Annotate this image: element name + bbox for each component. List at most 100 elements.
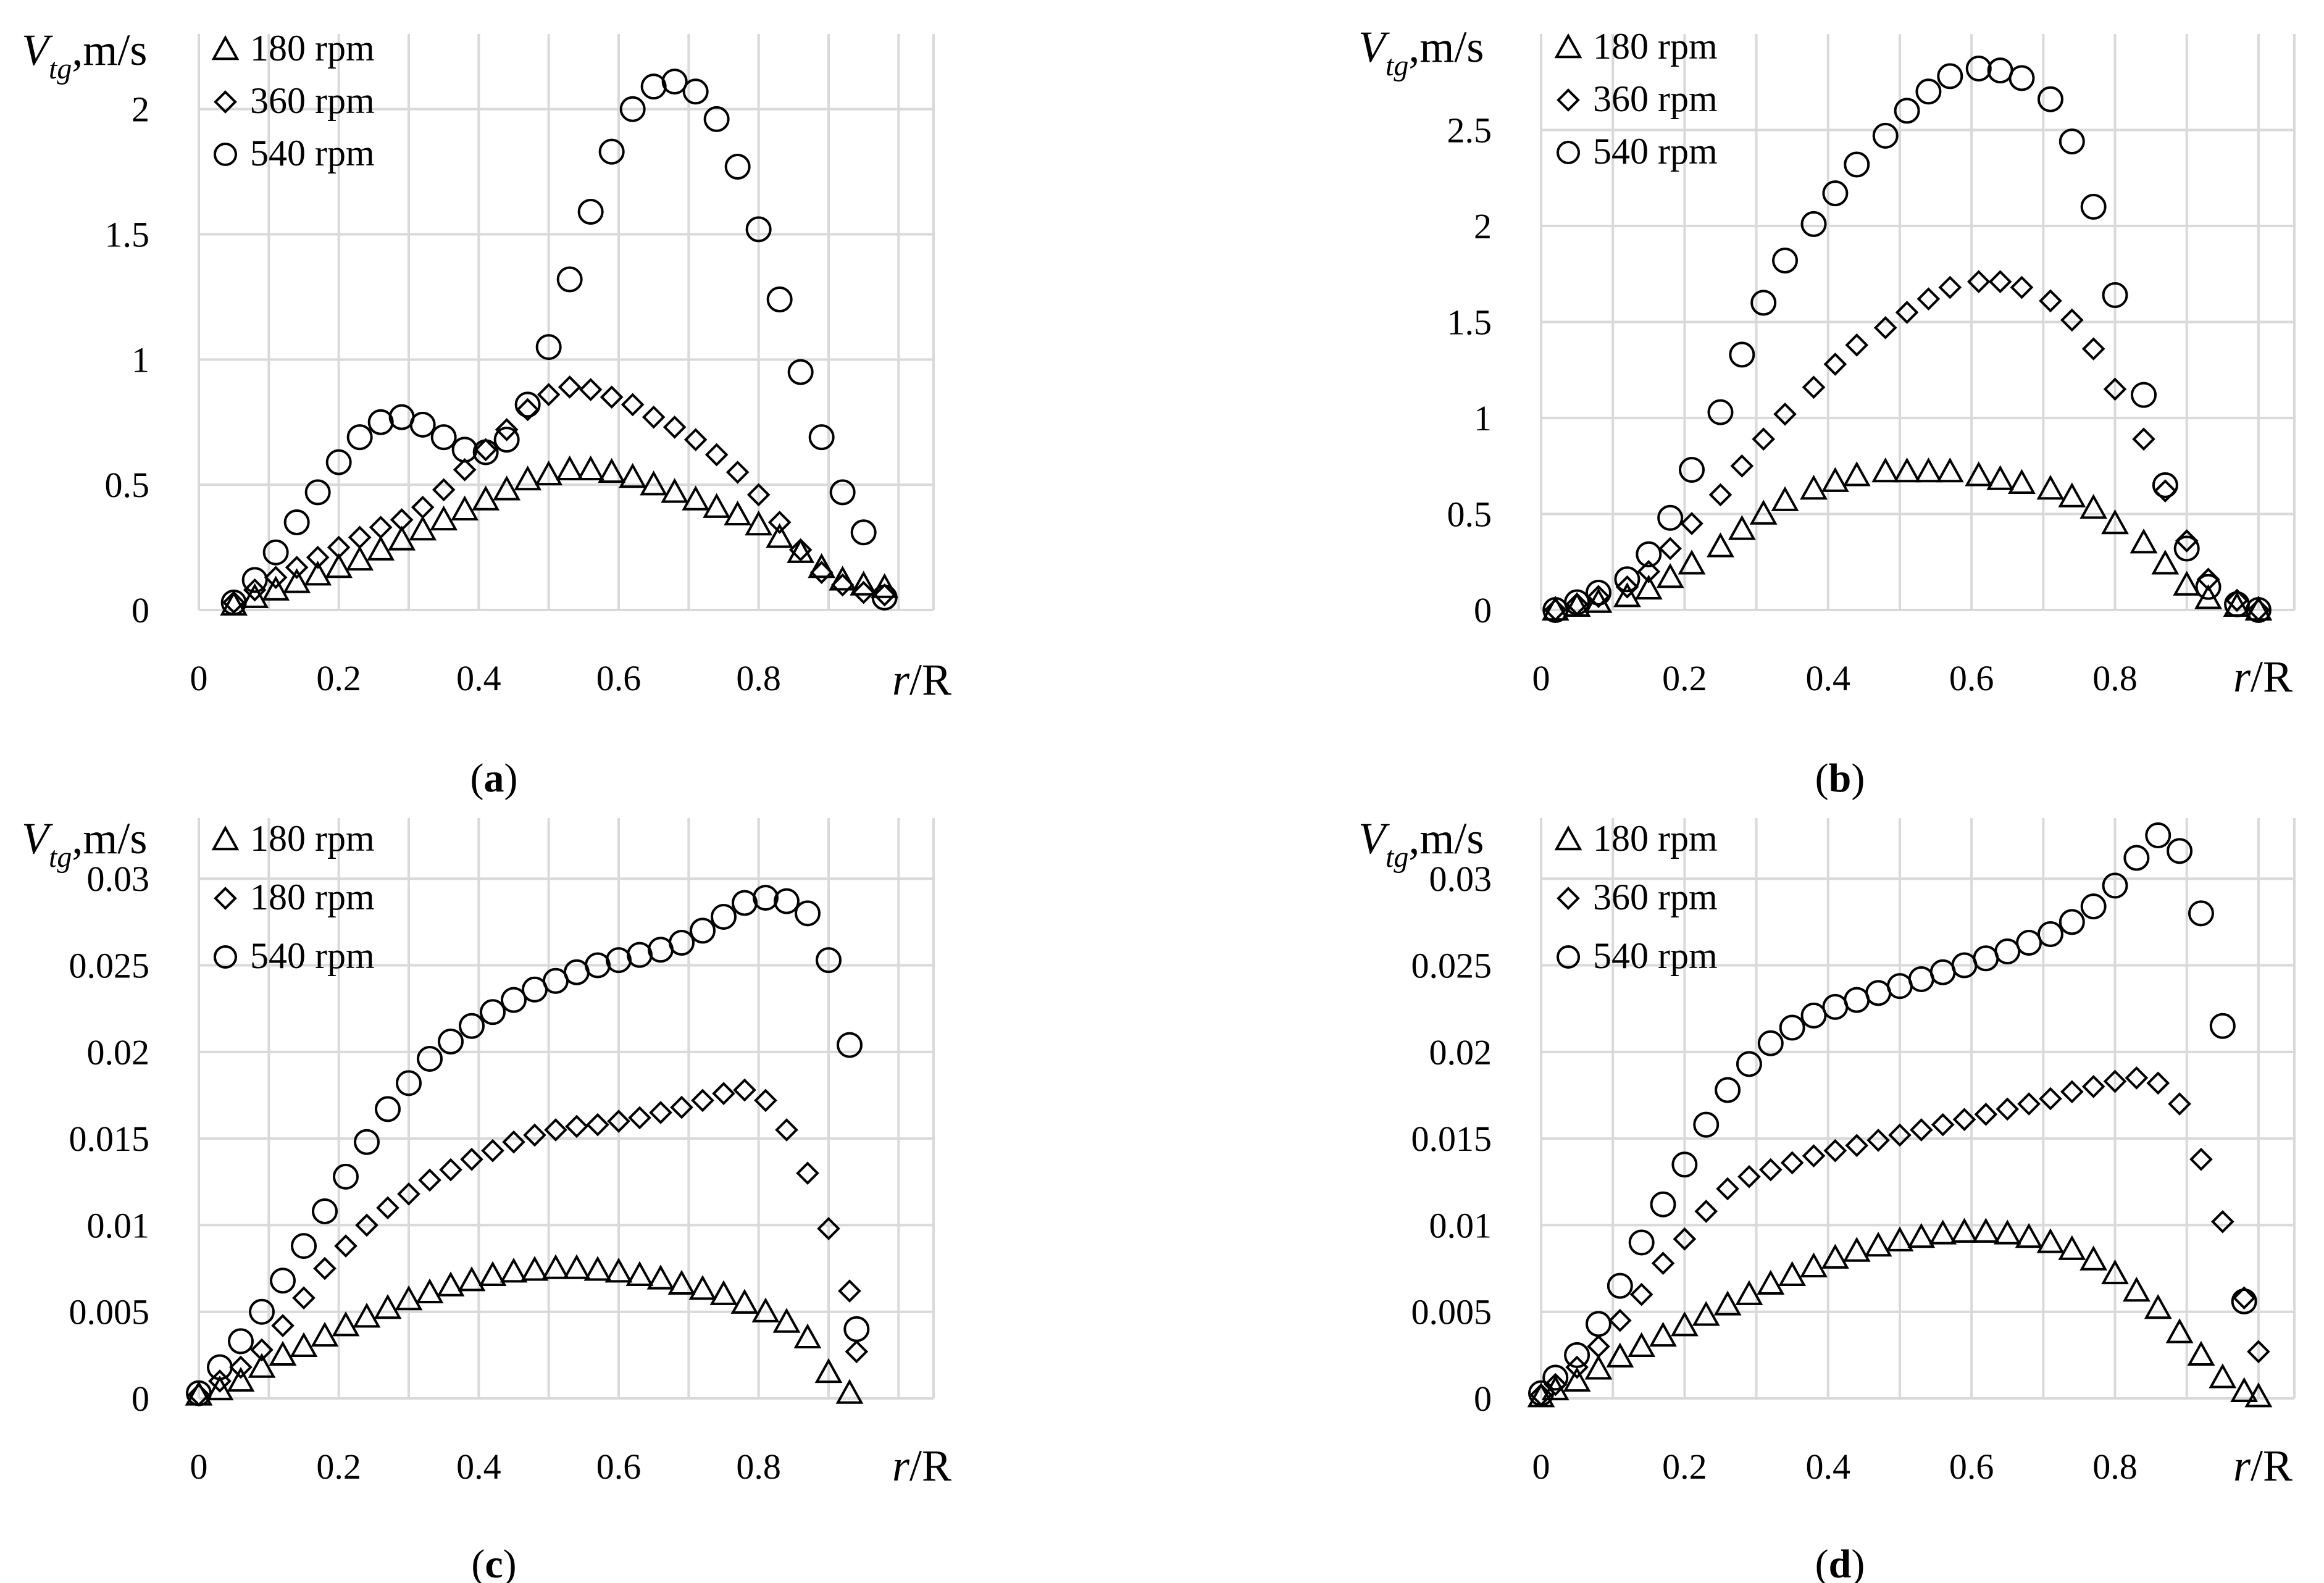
data-point [732, 890, 758, 916]
data-point [2102, 282, 2128, 308]
data-point [2039, 1087, 2062, 1111]
data-point [333, 1163, 359, 1190]
x-axis-label: r/R [2233, 1441, 2293, 1490]
data-point [1929, 959, 1956, 985]
data-point [1986, 465, 2015, 490]
data-point [1692, 1301, 1720, 1326]
data-point [348, 525, 372, 549]
data-point [1952, 1108, 1976, 1132]
y-axis-label-subscript: tg [1386, 49, 1408, 82]
data-point [808, 553, 836, 578]
data-point [502, 1130, 525, 1154]
data-point [1864, 1231, 1892, 1257]
data-point [2152, 472, 2178, 498]
data-point [2173, 535, 2200, 562]
data-point [499, 1258, 528, 1283]
y-axis-label-unit: ,m/s [72, 814, 147, 863]
legend-item: 180 rpm [211, 28, 375, 69]
data-point [1730, 454, 1754, 478]
x-tick-label: 0 [1532, 658, 1550, 698]
data-point [493, 427, 520, 453]
data-point [1931, 1113, 1955, 1137]
legend-marker-circle-icon [214, 945, 237, 969]
data-point [753, 885, 779, 911]
data-point [1606, 1342, 1634, 1368]
data-point [682, 78, 709, 105]
data-point [1671, 1151, 1698, 1178]
data-point [2130, 528, 2158, 554]
data-point [600, 385, 624, 409]
data-point [2103, 377, 2127, 401]
tick-labels: 0 0.005 0.01 0.015 0.02 0.025 0.03 0 0.2 0.4 0.6 0.… [69, 859, 781, 1487]
data-point [432, 478, 456, 502]
data-point [2225, 588, 2249, 612]
data-point [395, 1285, 423, 1311]
data-point [285, 556, 309, 579]
data-point [703, 493, 731, 518]
data-point [1614, 566, 1641, 593]
data-point [1779, 1014, 1805, 1041]
data-point [311, 1321, 339, 1347]
legend-item: 180 rpm [214, 877, 375, 917]
data-point [2154, 479, 2177, 503]
data-point [663, 416, 687, 439]
data-point [872, 583, 897, 607]
y-axis-label-subscript: tg [1386, 841, 1408, 874]
data-point [640, 73, 667, 100]
data-point [829, 479, 856, 506]
data-points [1541, 55, 2273, 623]
data-point [2058, 1235, 2086, 1260]
data-point [711, 903, 737, 930]
data-point [2059, 909, 2085, 935]
data-point [1729, 341, 1755, 368]
y-tick-label: 1 [1474, 398, 1492, 438]
data-point [346, 424, 373, 451]
y-tick-label: 1.5 [105, 215, 150, 255]
data-point [262, 539, 289, 566]
data-point [2102, 872, 2128, 899]
data-point [1629, 1282, 1653, 1306]
y-axis-label-unit: ,m/s [1408, 814, 1484, 863]
data-point [1656, 563, 1684, 588]
data-point [353, 1303, 381, 1328]
data-point [809, 561, 834, 584]
data-point [411, 495, 435, 519]
gridlines [1540, 818, 2296, 1400]
data-point [649, 1101, 672, 1124]
data-point [1736, 1051, 1762, 1077]
y-tick-label: 0.03 [1429, 859, 1492, 899]
y-tick-label: 0 [1474, 590, 1492, 630]
data-point [1873, 316, 1897, 340]
data-point [1823, 1138, 1847, 1163]
data-point [241, 583, 269, 608]
data-point [2231, 1288, 2257, 1314]
data-point [2101, 1259, 2129, 1285]
data-point [2125, 1066, 2149, 1090]
data-point [243, 578, 267, 602]
data-point [2245, 597, 2272, 623]
data-point [751, 1297, 780, 1322]
y-axis-label-v: V [22, 814, 53, 863]
data-point [1716, 1177, 1739, 1201]
data-point [1585, 580, 1611, 606]
x-tick-label: 0.8 [2092, 1447, 2138, 1487]
data-point [745, 216, 772, 243]
data-point [2036, 474, 2065, 500]
legend-item: 360 rpm [1557, 877, 1718, 917]
data-point [1866, 1129, 1890, 1152]
x-tick-label: 0.2 [316, 658, 361, 698]
data-point [1845, 333, 1869, 357]
data-point [556, 455, 584, 481]
data-point [1679, 456, 1705, 483]
data-point [627, 942, 653, 968]
data-point [1994, 938, 2021, 965]
legend-label: 180 rpm [250, 28, 375, 69]
data-point [1544, 598, 1568, 622]
data-point [1938, 275, 1962, 299]
data-point [523, 1123, 546, 1147]
data-point [565, 1114, 588, 1138]
legend-label: 540 rpm [250, 133, 375, 173]
data-point [1737, 1165, 1761, 1188]
data-point [2080, 893, 2107, 920]
data-point [516, 398, 540, 422]
